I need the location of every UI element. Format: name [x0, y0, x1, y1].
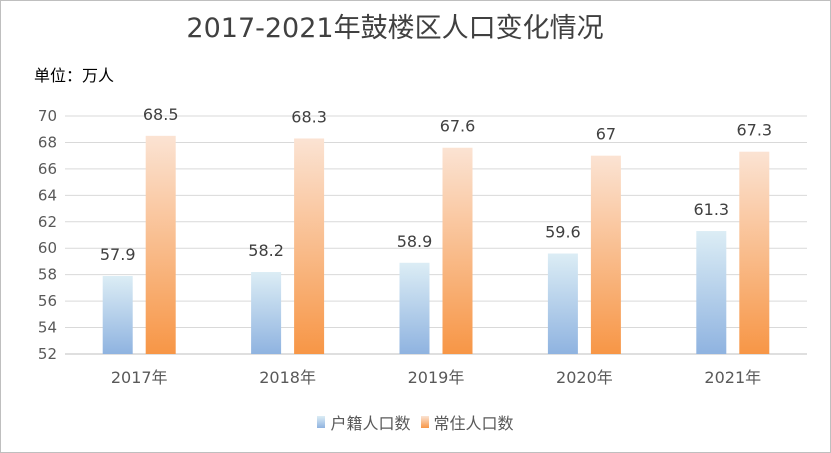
y-tick-label: 54: [38, 319, 57, 337]
gridlines: [65, 115, 807, 355]
data-label: 68.5: [143, 105, 179, 124]
y-tick-label: 58: [38, 266, 57, 284]
bar-resident: [294, 138, 325, 354]
x-tick-label: 2020年: [556, 368, 613, 387]
y-tick-label: 64: [38, 186, 57, 204]
y-tick-label: 60: [38, 239, 57, 257]
chart-title: 2017-2021年鼓楼区人口变化情况: [186, 13, 604, 44]
legend-label-resident: 常住人口数: [433, 414, 514, 433]
legend-item-household: 户籍人口数: [317, 410, 411, 434]
y-axis: 52 54 56 58 60 62 64 66 68 70: [38, 107, 57, 363]
bar-resident: [442, 147, 473, 354]
data-label: 67.3: [736, 121, 772, 140]
data-label: 68.3: [291, 107, 327, 126]
bar-household: [696, 231, 727, 354]
bars: [102, 135, 770, 354]
unit-label: 单位：万人: [34, 66, 115, 85]
data-label: 61.3: [693, 200, 729, 219]
bar-resident: [145, 135, 176, 354]
y-tick-label: 52: [38, 345, 57, 363]
y-tick-label: 56: [38, 292, 57, 310]
data-label: 67: [596, 125, 616, 144]
legend-swatch-resident: [420, 416, 429, 428]
data-label: 59.6: [545, 223, 581, 242]
y-tick-label: 66: [38, 160, 57, 178]
x-tick-label: 2017年: [111, 368, 168, 387]
bar-resident: [590, 155, 621, 354]
x-tick-label: 2018年: [259, 368, 316, 387]
y-tick-label: 70: [38, 107, 57, 125]
data-label: 67.6: [440, 117, 476, 136]
data-label: 58.9: [397, 232, 433, 251]
legend-swatch-household: [317, 416, 326, 428]
legend-label-household: 户籍人口数: [330, 414, 411, 433]
y-tick-label: 68: [38, 133, 57, 151]
bar-household: [102, 275, 133, 354]
data-label: 57.9: [100, 245, 136, 264]
x-tick-label: 2021年: [704, 368, 761, 387]
legend: 户籍人口数 常住人口数: [0, 410, 831, 434]
legend-item-resident: 常住人口数: [420, 410, 514, 434]
y-tick-label: 62: [38, 213, 57, 231]
data-labels: 57.9 68.5 58.2 68.3 58.9 67.6 59.6 67 61.3 67.3: [100, 105, 772, 264]
x-axis: 2017年 2018年 2019年 2020年 2021年: [111, 368, 761, 387]
bar-resident: [739, 151, 770, 354]
bar-household: [251, 272, 282, 354]
bar-household: [547, 253, 578, 354]
x-tick-label: 2019年: [408, 368, 465, 387]
bar-household: [399, 262, 430, 354]
data-label: 58.2: [248, 241, 284, 260]
